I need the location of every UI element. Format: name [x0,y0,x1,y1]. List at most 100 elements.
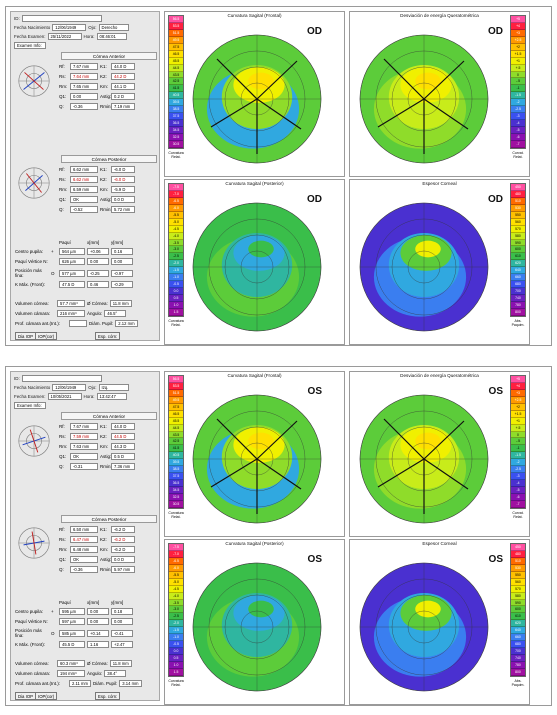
ant-rs-value: 7.64 mm [70,73,98,80]
post-astig-value: 0.0 D [111,556,135,563]
scale-step: 640 [511,267,525,275]
map-elevation-front[interactable]: Desviación de energía Queratométrica +5 +… [349,371,530,537]
map-sagittal-posterior[interactable]: Curvatura Sagital (Posterior) -7.5 -7.0 -6… [164,539,345,705]
pupil-center-label: Centro pupila: [15,249,44,254]
id-field[interactable] [21,375,102,382]
scale-step: 41.5 [169,85,183,93]
pupil-dia-label: Diám. Pupil: [92,681,118,686]
eye-label: OS [488,386,503,397]
map-pachymetry[interactable]: Espesor Corneal 450 480 510 530 550 560 570 580… [349,179,530,345]
iop-corr-button[interactable]: IOP(cor) [35,332,58,340]
scale-step: -1.5 [169,627,183,635]
scale-step: 34.5 [169,487,183,494]
scale-step: 1.0 [169,301,183,309]
side-field[interactable]: Derecho [98,24,129,31]
scale-step: 43.5 [169,71,183,79]
meridian-line [383,58,425,100]
info-label[interactable]: Examen Info: [14,42,46,49]
scale-step: -6.0 [169,204,183,212]
anterior-axis-icon [18,425,50,457]
meridian-line [423,420,465,460]
map-sagittal-front[interactable]: Curvatura Sagital (Frontal) 56.5 53.5 51.5… [164,11,345,177]
scale-caption: Curvatura Relat. [168,151,184,160]
pach-h4: y[mm] [111,240,124,245]
scale-step: 0 [511,431,525,439]
scale-step: +1 [511,57,525,65]
map-title: Desviación de energía Queratométrica [400,13,479,18]
thinnest-x: +0.14 [87,629,109,637]
corneal-thickness-field[interactable]: Esp. córn: [95,692,121,700]
color-scale: 450 480 510 530 550 560 570 580 590 600 610 620 640 6… [510,183,526,317]
ant-q1-value: 0.00 [70,93,98,100]
scale-step: -2.5 [511,106,525,114]
color-scale: -7.5 -7.0 -6.5 -6.0 -5.5 -5.0 -4.5 -4.0 -3.5 -3.0… [168,543,184,677]
ant-rm-label: Rm: [59,84,68,89]
scale-step: 700 [511,648,525,655]
scale-step: -3.5 [169,599,183,607]
hour-field[interactable]: 13:42:47 [96,393,127,400]
scale-step: -2 [511,99,525,107]
thinnest-label: Posición más fina: [15,628,42,638]
posterior-title: Córnea Posterior [61,155,157,163]
dia-iop-button[interactable]: Dia IOP [15,332,37,340]
scale-step: 44.5 [169,64,183,72]
exam-field[interactable]: 10/05/2021 [47,393,82,400]
map-sagittal-front[interactable]: Curvatura Sagital (Frontal) 56.5 53.5 51.5… [164,371,345,537]
posterior-title: Córnea Posterior [61,515,157,523]
post-q1-label: Q1: [59,557,67,562]
scale-step: 680 [511,641,525,649]
volume-value: 60.3 mm³ [57,660,85,667]
ant-astig-value: 0.5 D [111,453,135,460]
scale-step: 590 [511,239,525,247]
scale-step: -1.5 [169,267,183,275]
pupil-dia-value: 3.14 mm [119,680,142,687]
iop-corr-button[interactable]: IOP(cor) [35,692,58,700]
report-os: ID: Fecha Nacimiento 12/06/1949 Ojo: Izq… [5,366,552,706]
corneal-thickness-field[interactable]: Esp. córn: [95,332,121,340]
scale-caption: Curvatura Relat. [168,319,184,328]
report-od: ID: Fecha Nacimiento 12/06/1949 Ojo: Der… [5,6,552,346]
scale-step: 40.5 [169,452,183,460]
ant-km-value: 44.1 D [111,83,135,90]
id-field[interactable] [21,15,102,22]
pachymetry-table: Paquí x[mm] y[mm] Centro pupila: +595 µm 0.0… [15,600,133,648]
scale-step: +5 [511,16,525,23]
hour-label: Hora: [83,394,95,399]
post-k1-value: -6.2 D [111,526,135,533]
scale-step: 610 [511,253,525,261]
hour-field[interactable]: 08:46:01 [96,33,127,40]
kmax-label: K Máx. (Front): [15,282,46,287]
post-rs-label: Rs: [59,537,66,542]
map-zone [415,600,441,618]
map-elevation-front[interactable]: Desviación de energía Queratométrica +5 +… [349,11,530,177]
anterior-title: Córnea Anterior [61,52,157,60]
scale-step: 600 [511,606,525,614]
ant-rf-label: Rf: [59,64,65,69]
post-rmin-value: 5.97 mm [111,566,135,573]
apex-pach: 626 µm [59,258,85,265]
scale-step: 39.5 [169,99,183,107]
info-label[interactable]: Examen Info: [14,402,46,409]
birth-field[interactable]: 12/06/1949 [52,384,87,391]
side-field[interactable]: Izq. [98,384,129,391]
map-sagittal-posterior[interactable]: Curvatura Sagital (Posterior) -7.5 -7.0 -6… [164,179,345,345]
birth-field[interactable]: 12/06/1949 [52,24,87,31]
scale-step: 36.5 [169,480,183,487]
scale-step: 44.5 [169,424,183,432]
scale-step: -7.5 [169,544,183,551]
scale-step: 740 [511,295,525,302]
dia-iop-button[interactable]: Dia IOP [15,692,37,700]
meridian-line [377,458,425,488]
anterior-values: Rf: 7.67 mm K1: 44.0 D Rs: 7.59 mm K2: 44.5 D … [59,423,135,470]
ant-rs-value: 7.59 mm [70,433,98,440]
scale-step: 800 [511,308,525,316]
ant-q1-label: Q1: [59,94,67,99]
scale-step: -5.0 [169,578,183,586]
depth-value: 2.11 mm [69,680,91,687]
map-pachymetry[interactable]: Espesor Corneal 450 480 510 530 550 560 570 580… [349,539,530,705]
posterior-values: Rf: 6.62 mm K1: -6.0 D Rs: 6.62 mm K2: -6.0 D … [59,166,135,213]
exam-field[interactable]: 25/11/2022 [47,33,82,40]
scale-step: -4.5 [169,225,183,233]
scale-step: -5.5 [169,211,183,219]
post-rf-label: Rf: [59,167,65,172]
